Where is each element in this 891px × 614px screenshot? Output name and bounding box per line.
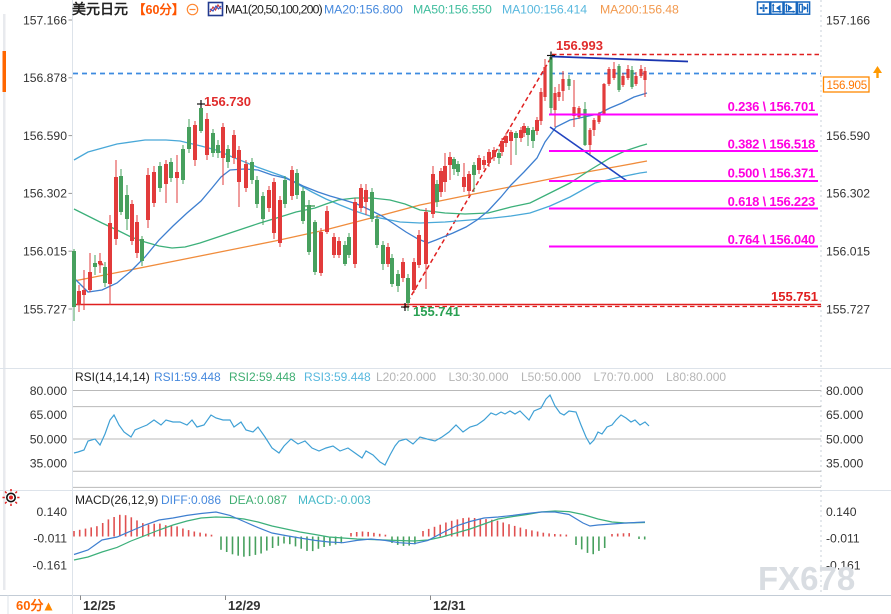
svg-text:156.730: 156.730 — [204, 94, 251, 109]
svg-text:DEA:0.087: DEA:0.087 — [229, 493, 287, 507]
svg-text:-0.161: -0.161 — [32, 558, 67, 572]
svg-text:0.140: 0.140 — [37, 505, 68, 519]
svg-text:MACD:-0.003: MACD:-0.003 — [298, 493, 371, 507]
svg-text:157.166: 157.166 — [23, 13, 67, 27]
svg-text:0.140: 0.140 — [826, 505, 857, 519]
svg-text:80.000: 80.000 — [826, 384, 863, 398]
svg-text:0.382 \ 156.518: 0.382 \ 156.518 — [728, 136, 815, 151]
svg-text:156.015: 156.015 — [23, 245, 67, 259]
svg-text:50.000: 50.000 — [30, 432, 67, 446]
svg-text:美元日元: 美元日元 — [72, 1, 128, 17]
svg-text:0.618 \ 156.223: 0.618 \ 156.223 — [728, 194, 815, 209]
svg-text:65.000: 65.000 — [30, 408, 67, 422]
svg-text:156.590: 156.590 — [23, 129, 67, 143]
svg-text:-0.011: -0.011 — [33, 531, 67, 545]
svg-text:RSI2:59.448: RSI2:59.448 — [229, 370, 296, 384]
svg-text:156.302: 156.302 — [826, 187, 870, 201]
svg-text:L20:20.000: L20:20.000 — [376, 370, 436, 384]
svg-text:12/25: 12/25 — [83, 598, 116, 613]
svg-text:12/31: 12/31 — [433, 598, 466, 613]
svg-text:156.993: 156.993 — [556, 38, 603, 53]
svg-text:155.727: 155.727 — [23, 302, 67, 316]
svg-text:0.236 \ 156.701: 0.236 \ 156.701 — [728, 99, 815, 114]
svg-text:L50:50.000: L50:50.000 — [521, 370, 581, 384]
svg-text:156.905: 156.905 — [827, 79, 868, 92]
svg-text:12/29: 12/29 — [228, 598, 261, 613]
svg-text:【60分】: 【60分】 — [133, 2, 184, 17]
svg-text:MA100:156.414: MA100:156.414 — [502, 3, 587, 17]
svg-text:L70:70.000: L70:70.000 — [594, 370, 654, 384]
svg-text:L80:80.000: L80:80.000 — [666, 370, 726, 384]
svg-text:156.590: 156.590 — [826, 129, 870, 143]
svg-text:-0.011: -0.011 — [826, 531, 860, 545]
svg-text:MA20:156.800: MA20:156.800 — [324, 3, 403, 17]
svg-text:FX678: FX678 — [758, 560, 855, 597]
svg-text:RSI(14,14,14): RSI(14,14,14) — [75, 370, 150, 384]
svg-text:RSI3:59.448: RSI3:59.448 — [304, 370, 371, 384]
svg-text:65.000: 65.000 — [826, 408, 863, 422]
svg-text:L30:30.000: L30:30.000 — [449, 370, 509, 384]
svg-text:MA1(20,50,100,200): MA1(20,50,100,200) — [225, 3, 323, 17]
svg-text:156.302: 156.302 — [23, 187, 67, 201]
svg-text:RSI1:59.448: RSI1:59.448 — [154, 370, 221, 384]
svg-text:156.878: 156.878 — [23, 71, 67, 85]
svg-text:80.000: 80.000 — [30, 384, 67, 398]
svg-text:155.741: 155.741 — [413, 304, 460, 319]
svg-text:MA200:156.48: MA200:156.48 — [600, 3, 679, 17]
svg-text:-0.161: -0.161 — [826, 558, 861, 572]
svg-text:155.727: 155.727 — [826, 302, 870, 316]
svg-text:35.000: 35.000 — [30, 457, 67, 471]
svg-text:MA50:156.550: MA50:156.550 — [413, 3, 492, 17]
svg-text:MACD(26,12,9): MACD(26,12,9) — [75, 493, 158, 507]
svg-text:0.764 \ 156.040: 0.764 \ 156.040 — [728, 232, 815, 247]
svg-text:0.500 \ 156.371: 0.500 \ 156.371 — [728, 165, 815, 180]
svg-text:DIFF:0.086: DIFF:0.086 — [161, 493, 221, 507]
svg-text:35.000: 35.000 — [826, 457, 863, 471]
svg-text:156.015: 156.015 — [826, 245, 870, 259]
svg-text:60分: 60分 — [16, 598, 43, 613]
svg-text:155.751: 155.751 — [771, 289, 818, 304]
svg-text:157.166: 157.166 — [826, 13, 870, 27]
svg-text:50.000: 50.000 — [826, 432, 863, 446]
